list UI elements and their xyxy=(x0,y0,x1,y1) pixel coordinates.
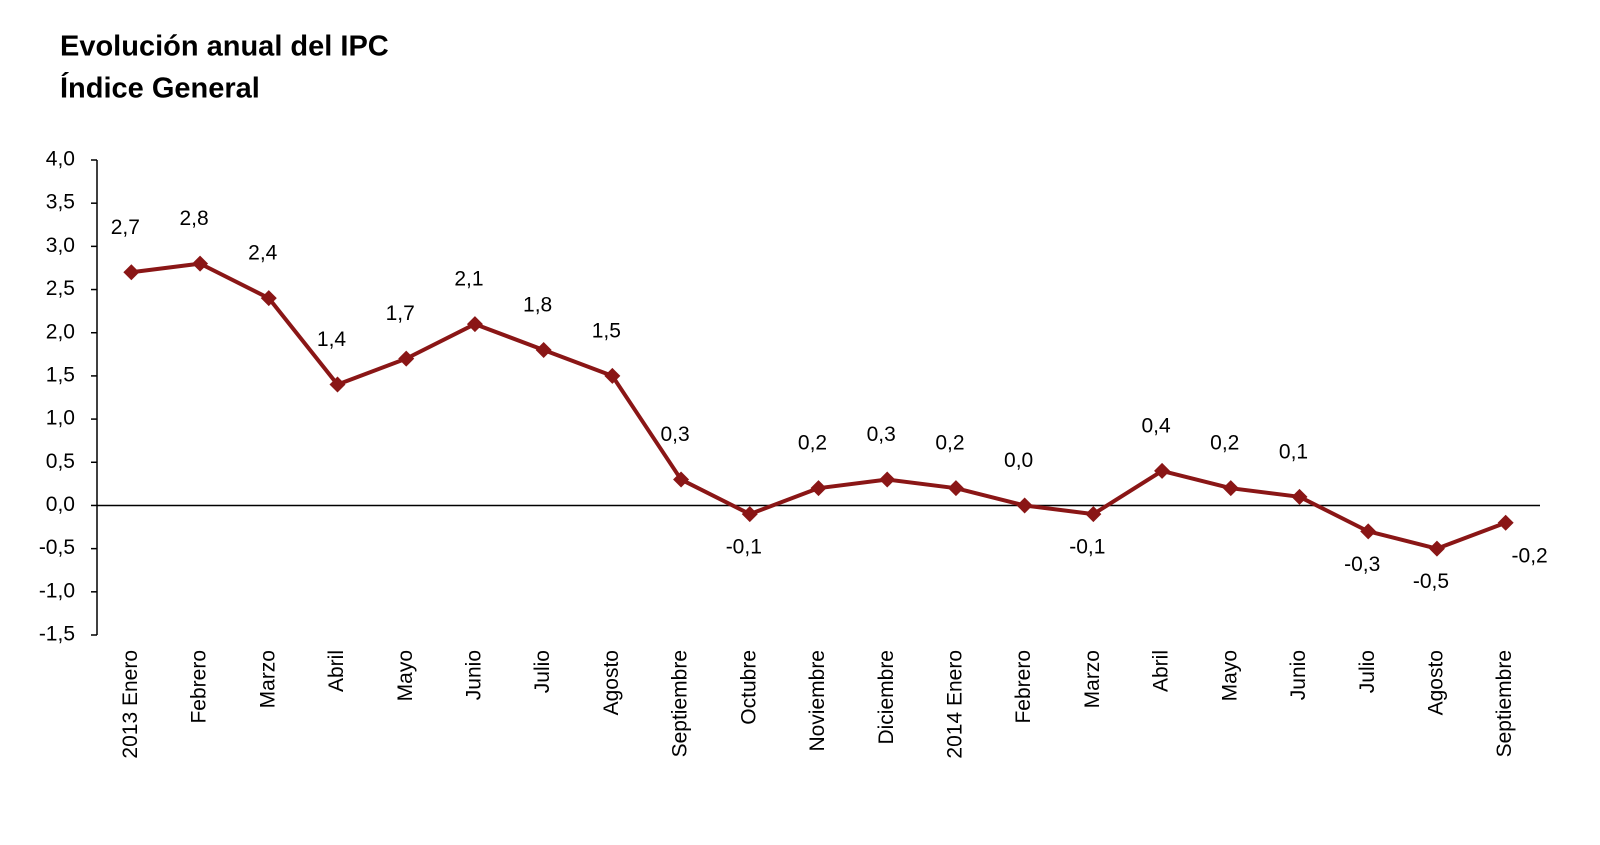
x-tick-label: Diciembre xyxy=(875,650,898,745)
data-label: 2,4 xyxy=(248,242,278,265)
marker xyxy=(604,367,621,384)
y-tick-label: 4,0 xyxy=(46,148,75,171)
marker xyxy=(1222,480,1239,497)
chart-subtitle: Índice General xyxy=(60,71,260,105)
x-tick-label: Junio xyxy=(462,650,485,700)
data-label: -0,1 xyxy=(726,536,762,559)
marker xyxy=(123,264,140,281)
x-tick-label: Abril xyxy=(1150,650,1173,692)
y-tick-label: 1,5 xyxy=(46,363,75,386)
data-label: -0,5 xyxy=(1413,570,1449,593)
chart-title: Evolución anual del IPC xyxy=(60,31,389,63)
y-tick-label: 0,0 xyxy=(46,493,75,516)
marker xyxy=(947,480,964,497)
x-tick-label: Junio xyxy=(1287,650,1310,700)
data-label: 1,5 xyxy=(592,319,621,342)
x-tick-label: Abril xyxy=(325,650,348,692)
marker xyxy=(1154,462,1171,479)
data-label: 1,4 xyxy=(317,328,347,351)
x-tick-label: Agosto xyxy=(1424,650,1447,715)
y-tick-label: -1,0 xyxy=(39,579,75,602)
y-tick-label: -1,5 xyxy=(39,623,75,646)
marker xyxy=(535,342,552,358)
data-label: 2,1 xyxy=(454,268,483,291)
y-tick-label: 0,5 xyxy=(46,450,75,473)
data-label: 0,3 xyxy=(660,423,689,446)
data-label: 2,8 xyxy=(179,207,208,230)
data-label: 0,4 xyxy=(1141,414,1171,437)
x-tick-label: Julio xyxy=(1356,650,1379,693)
x-tick-label: Marzo xyxy=(1081,650,1104,708)
y-tick-label: 3,0 xyxy=(46,234,75,257)
data-label: 0,2 xyxy=(1210,432,1239,455)
x-tick-label: Marzo xyxy=(256,650,279,708)
marker xyxy=(741,506,758,523)
x-tick-label: 2013 Enero xyxy=(119,650,142,759)
x-tick-label: Mayo xyxy=(1218,650,1241,701)
data-label: 0,2 xyxy=(935,432,964,455)
marker xyxy=(1291,488,1308,505)
marker xyxy=(398,350,415,367)
data-label: 1,8 xyxy=(523,294,552,317)
marker xyxy=(1016,497,1033,514)
x-tick-label: Septiembre xyxy=(1493,650,1516,757)
x-tick-label: Mayo xyxy=(394,650,417,701)
y-tick-label: 1,0 xyxy=(46,407,75,430)
marker xyxy=(1085,506,1102,523)
x-tick-label: Febrero xyxy=(188,650,211,724)
x-tick-label: Octubre xyxy=(737,650,760,725)
y-tick-label: 2,5 xyxy=(46,277,75,300)
x-tick-label: Noviembre xyxy=(806,650,829,752)
y-tick-label: 2,0 xyxy=(46,320,75,343)
data-label: 0,1 xyxy=(1279,440,1308,463)
y-tick-label: 3,5 xyxy=(46,191,75,214)
marker xyxy=(673,471,690,488)
x-tick-label: Agosto xyxy=(600,650,623,715)
y-tick-label: -0,5 xyxy=(39,536,75,559)
data-label: -0,2 xyxy=(1512,544,1548,567)
data-label: 1,7 xyxy=(386,302,415,325)
x-tick-label: Febrero xyxy=(1012,650,1035,724)
marker xyxy=(1497,514,1514,531)
x-tick-label: 2014 Enero xyxy=(943,650,966,759)
marker xyxy=(466,316,483,333)
marker xyxy=(1360,523,1377,540)
data-label: -0,3 xyxy=(1344,553,1380,576)
marker xyxy=(329,376,346,393)
marker xyxy=(192,255,209,272)
x-tick-label: Septiembre xyxy=(669,650,692,757)
data-label: 0,0 xyxy=(1004,449,1033,472)
marker xyxy=(810,480,827,497)
data-label: 0,3 xyxy=(867,423,896,446)
marker xyxy=(260,290,277,307)
marker xyxy=(1428,540,1445,557)
data-label: -0,1 xyxy=(1069,536,1105,559)
data-label: 0,2 xyxy=(798,432,827,455)
marker xyxy=(879,471,896,488)
x-tick-label: Julio xyxy=(531,650,554,693)
data-label: 2,7 xyxy=(111,216,140,239)
